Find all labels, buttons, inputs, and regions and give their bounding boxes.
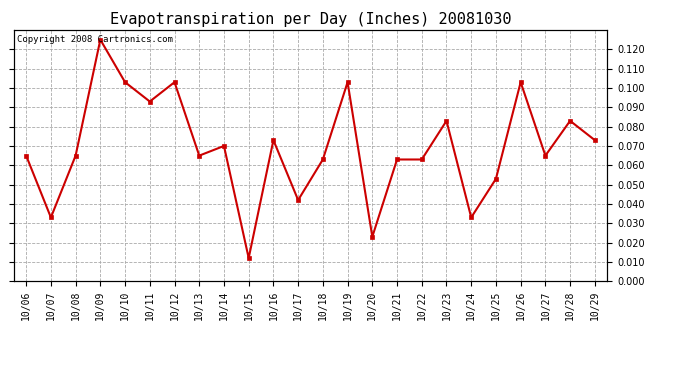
Text: Copyright 2008 Cartronics.com: Copyright 2008 Cartronics.com xyxy=(17,35,172,44)
Title: Evapotranspiration per Day (Inches) 20081030: Evapotranspiration per Day (Inches) 2008… xyxy=(110,12,511,27)
